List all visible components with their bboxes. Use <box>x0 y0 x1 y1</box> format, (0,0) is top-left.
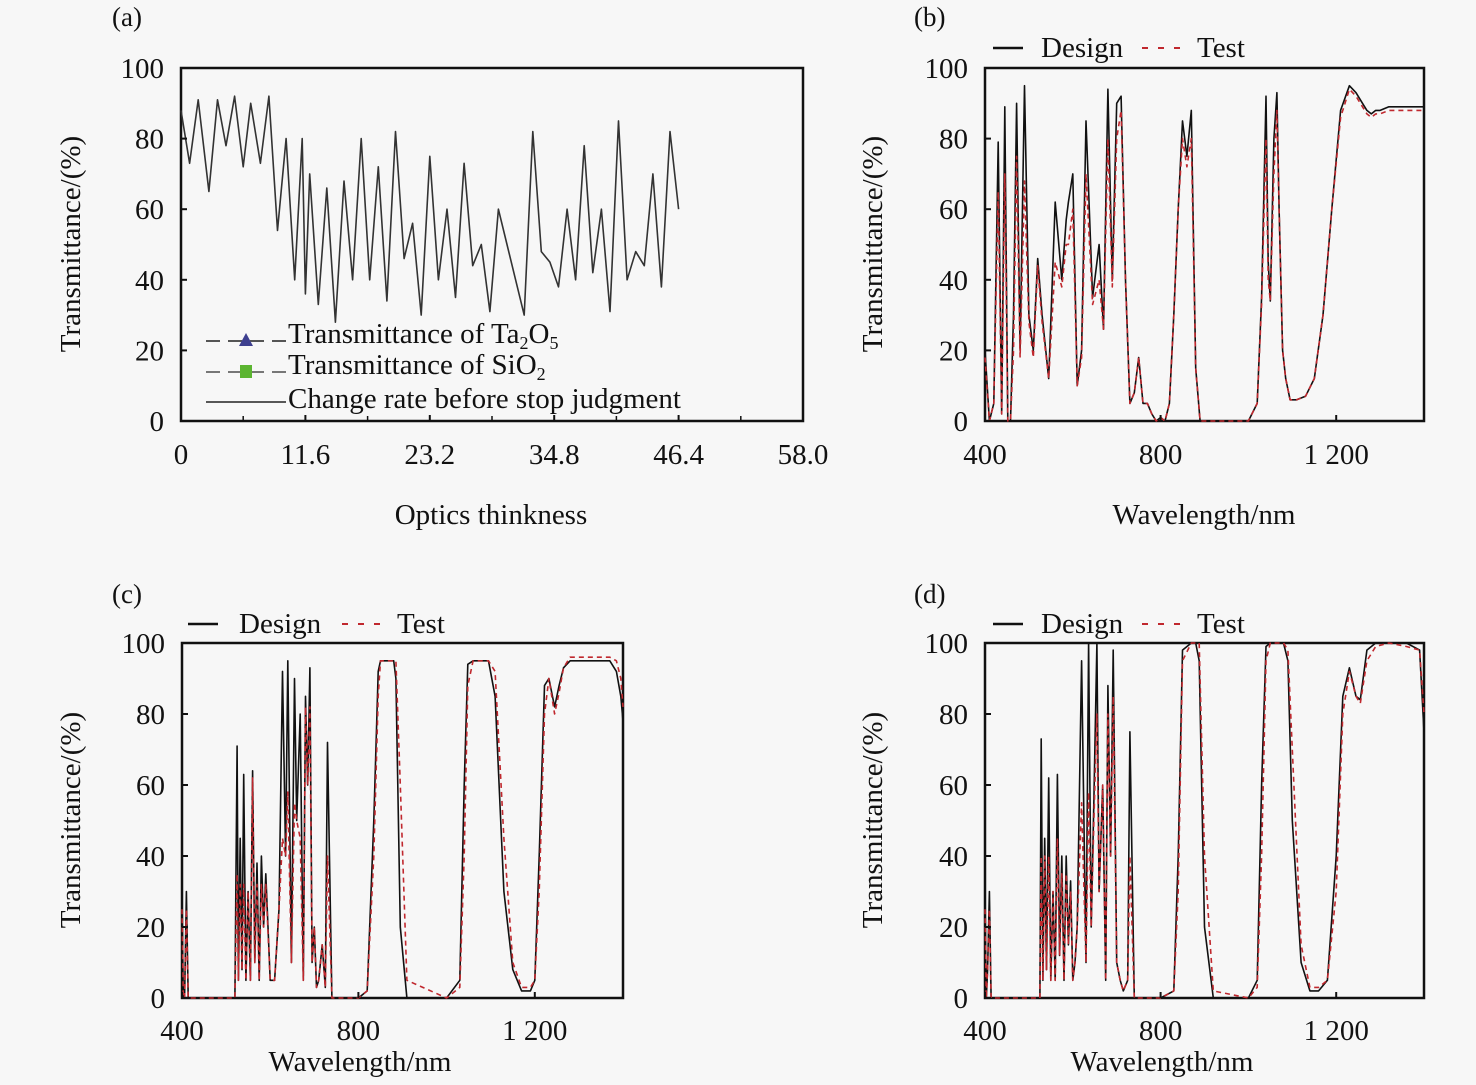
series-line-a-transmittance-monitoring-curve- <box>180 95 680 323</box>
legend-label-sio2: Transmittance of SiO2 <box>288 349 546 384</box>
plot-area-b <box>983 66 1426 423</box>
y-axis-title-b: Transmittance/(%) <box>857 136 889 352</box>
series-line-b-test <box>984 88 1424 422</box>
axis-ticks-a: 0 20 40 60 80 100 0 11.6 23.2 34.8 46.4 58.0 <box>121 53 829 471</box>
x-axis-title-b: Wavelength/nm <box>1113 499 1296 531</box>
legend-b: Design Test <box>993 32 1245 64</box>
axis-ticks-c: 0 20 40 60 80 100 400 800 1 200 <box>122 628 568 1047</box>
y-axis-title-a: Transmittance/(%) <box>55 136 87 352</box>
y-tick-label: 100 <box>122 628 166 660</box>
y-tick-label: 40 <box>135 265 164 297</box>
y-tick-label: 0 <box>954 406 969 438</box>
legend-entry-sio2: Transmittance of SiO2 <box>206 349 546 384</box>
y-tick-label: 0 <box>954 983 969 1015</box>
y-tick-label: 40 <box>939 841 968 873</box>
series-line-d-test <box>984 642 1425 999</box>
y-tick-label: 60 <box>135 194 164 226</box>
y-tick-label: 80 <box>136 699 165 731</box>
x-axis-title-a: Optics thinkness <box>395 499 588 531</box>
legend-entry-ta2o5: Transmittance of Ta2O5 <box>206 318 559 353</box>
y-tick-label: 100 <box>925 53 969 85</box>
x-tick-label: 400 <box>963 1015 1007 1047</box>
x-tick-label: 46.4 <box>653 439 704 471</box>
legend-a: Transmittance of Ta2O5 Transmittance of … <box>206 318 681 415</box>
x-axis-title-d: Wavelength/nm <box>1071 1046 1254 1078</box>
series-group-a <box>180 95 680 323</box>
legend-label-design-c: Design <box>239 608 322 640</box>
y-tick-label: 20 <box>939 335 968 367</box>
x-tick-label: 1 200 <box>1304 1015 1369 1047</box>
x-tick-label: 800 <box>1139 439 1183 471</box>
y-tick-label: 80 <box>939 699 968 731</box>
series-group-d <box>984 642 1425 999</box>
axis-ticks-d: 0 20 40 60 80 100 400 800 1 200 <box>925 628 1369 1047</box>
axis-ticks-b: 0 20 40 60 80 100 400 800 1 200 <box>925 53 1369 471</box>
y-tick-label: 0 <box>150 406 165 438</box>
y-tick-label: 20 <box>136 912 165 944</box>
legend-label-change-rate: Change rate before stop judgment <box>288 383 681 415</box>
y-tick-label: 40 <box>939 265 968 297</box>
legend-d: Design Test <box>993 608 1245 640</box>
legend-label-test-d: Test <box>1197 608 1245 640</box>
legend-c: Design Test <box>188 608 445 640</box>
panel-label-c: (c) <box>112 579 142 609</box>
panel-label-a: (a) <box>112 2 142 32</box>
x-tick-label: 34.8 <box>529 439 580 471</box>
y-tick-label: 80 <box>135 124 164 156</box>
y-axis-title-d: Transmittance/(%) <box>857 712 889 928</box>
x-tick-label: 1 200 <box>502 1015 567 1047</box>
y-tick-label: 60 <box>939 194 968 226</box>
y-tick-label: 40 <box>136 841 165 873</box>
square-marker-icon <box>240 365 252 378</box>
legend-label-design-d: Design <box>1041 608 1124 640</box>
series-group-c <box>181 656 624 999</box>
x-tick-label: 58.0 <box>778 439 829 471</box>
legend-label-test-b: Test <box>1197 32 1245 64</box>
legend-entry-change-rate: Change rate before stop judgment <box>206 383 681 415</box>
x-tick-label: 23.2 <box>404 439 455 471</box>
y-tick-label: 20 <box>939 912 968 944</box>
legend-label-ta2o5: Transmittance of Ta2O5 <box>288 318 559 353</box>
y-tick-label: 60 <box>136 770 165 802</box>
panel-a: (a) 0 20 40 60 80 100 0 11.6 23.2 34.8 46.4 58.0 Op… <box>55 2 828 531</box>
legend-label-design-b: Design <box>1041 32 1124 64</box>
y-tick-label: 0 <box>151 983 166 1015</box>
y-tick-label: 20 <box>135 335 164 367</box>
x-tick-label: 0 <box>174 439 189 471</box>
triangle-marker-icon <box>239 333 253 346</box>
x-tick-label: 400 <box>160 1015 204 1047</box>
legend-label-test-c: Test <box>397 608 445 640</box>
x-axis-title-c: Wavelength/nm <box>269 1046 452 1078</box>
x-tick-label: 400 <box>963 439 1007 471</box>
x-tick-label: 800 <box>1139 1015 1183 1047</box>
panel-label-d: (d) <box>914 579 945 609</box>
y-tick-label: 100 <box>121 53 165 85</box>
panel-label-b: (b) <box>914 2 945 32</box>
series-group-b <box>984 84 1424 422</box>
series-line-c-test <box>181 656 624 999</box>
x-tick-label: 11.6 <box>281 439 331 471</box>
y-axis-title-c: Transmittance/(%) <box>55 712 87 928</box>
x-tick-label: 1 200 <box>1304 439 1369 471</box>
x-tick-label: 800 <box>337 1015 381 1047</box>
plot-area-a <box>179 66 805 423</box>
y-tick-label: 100 <box>925 628 969 660</box>
y-tick-label: 60 <box>939 770 968 802</box>
y-tick-label: 80 <box>939 124 968 156</box>
